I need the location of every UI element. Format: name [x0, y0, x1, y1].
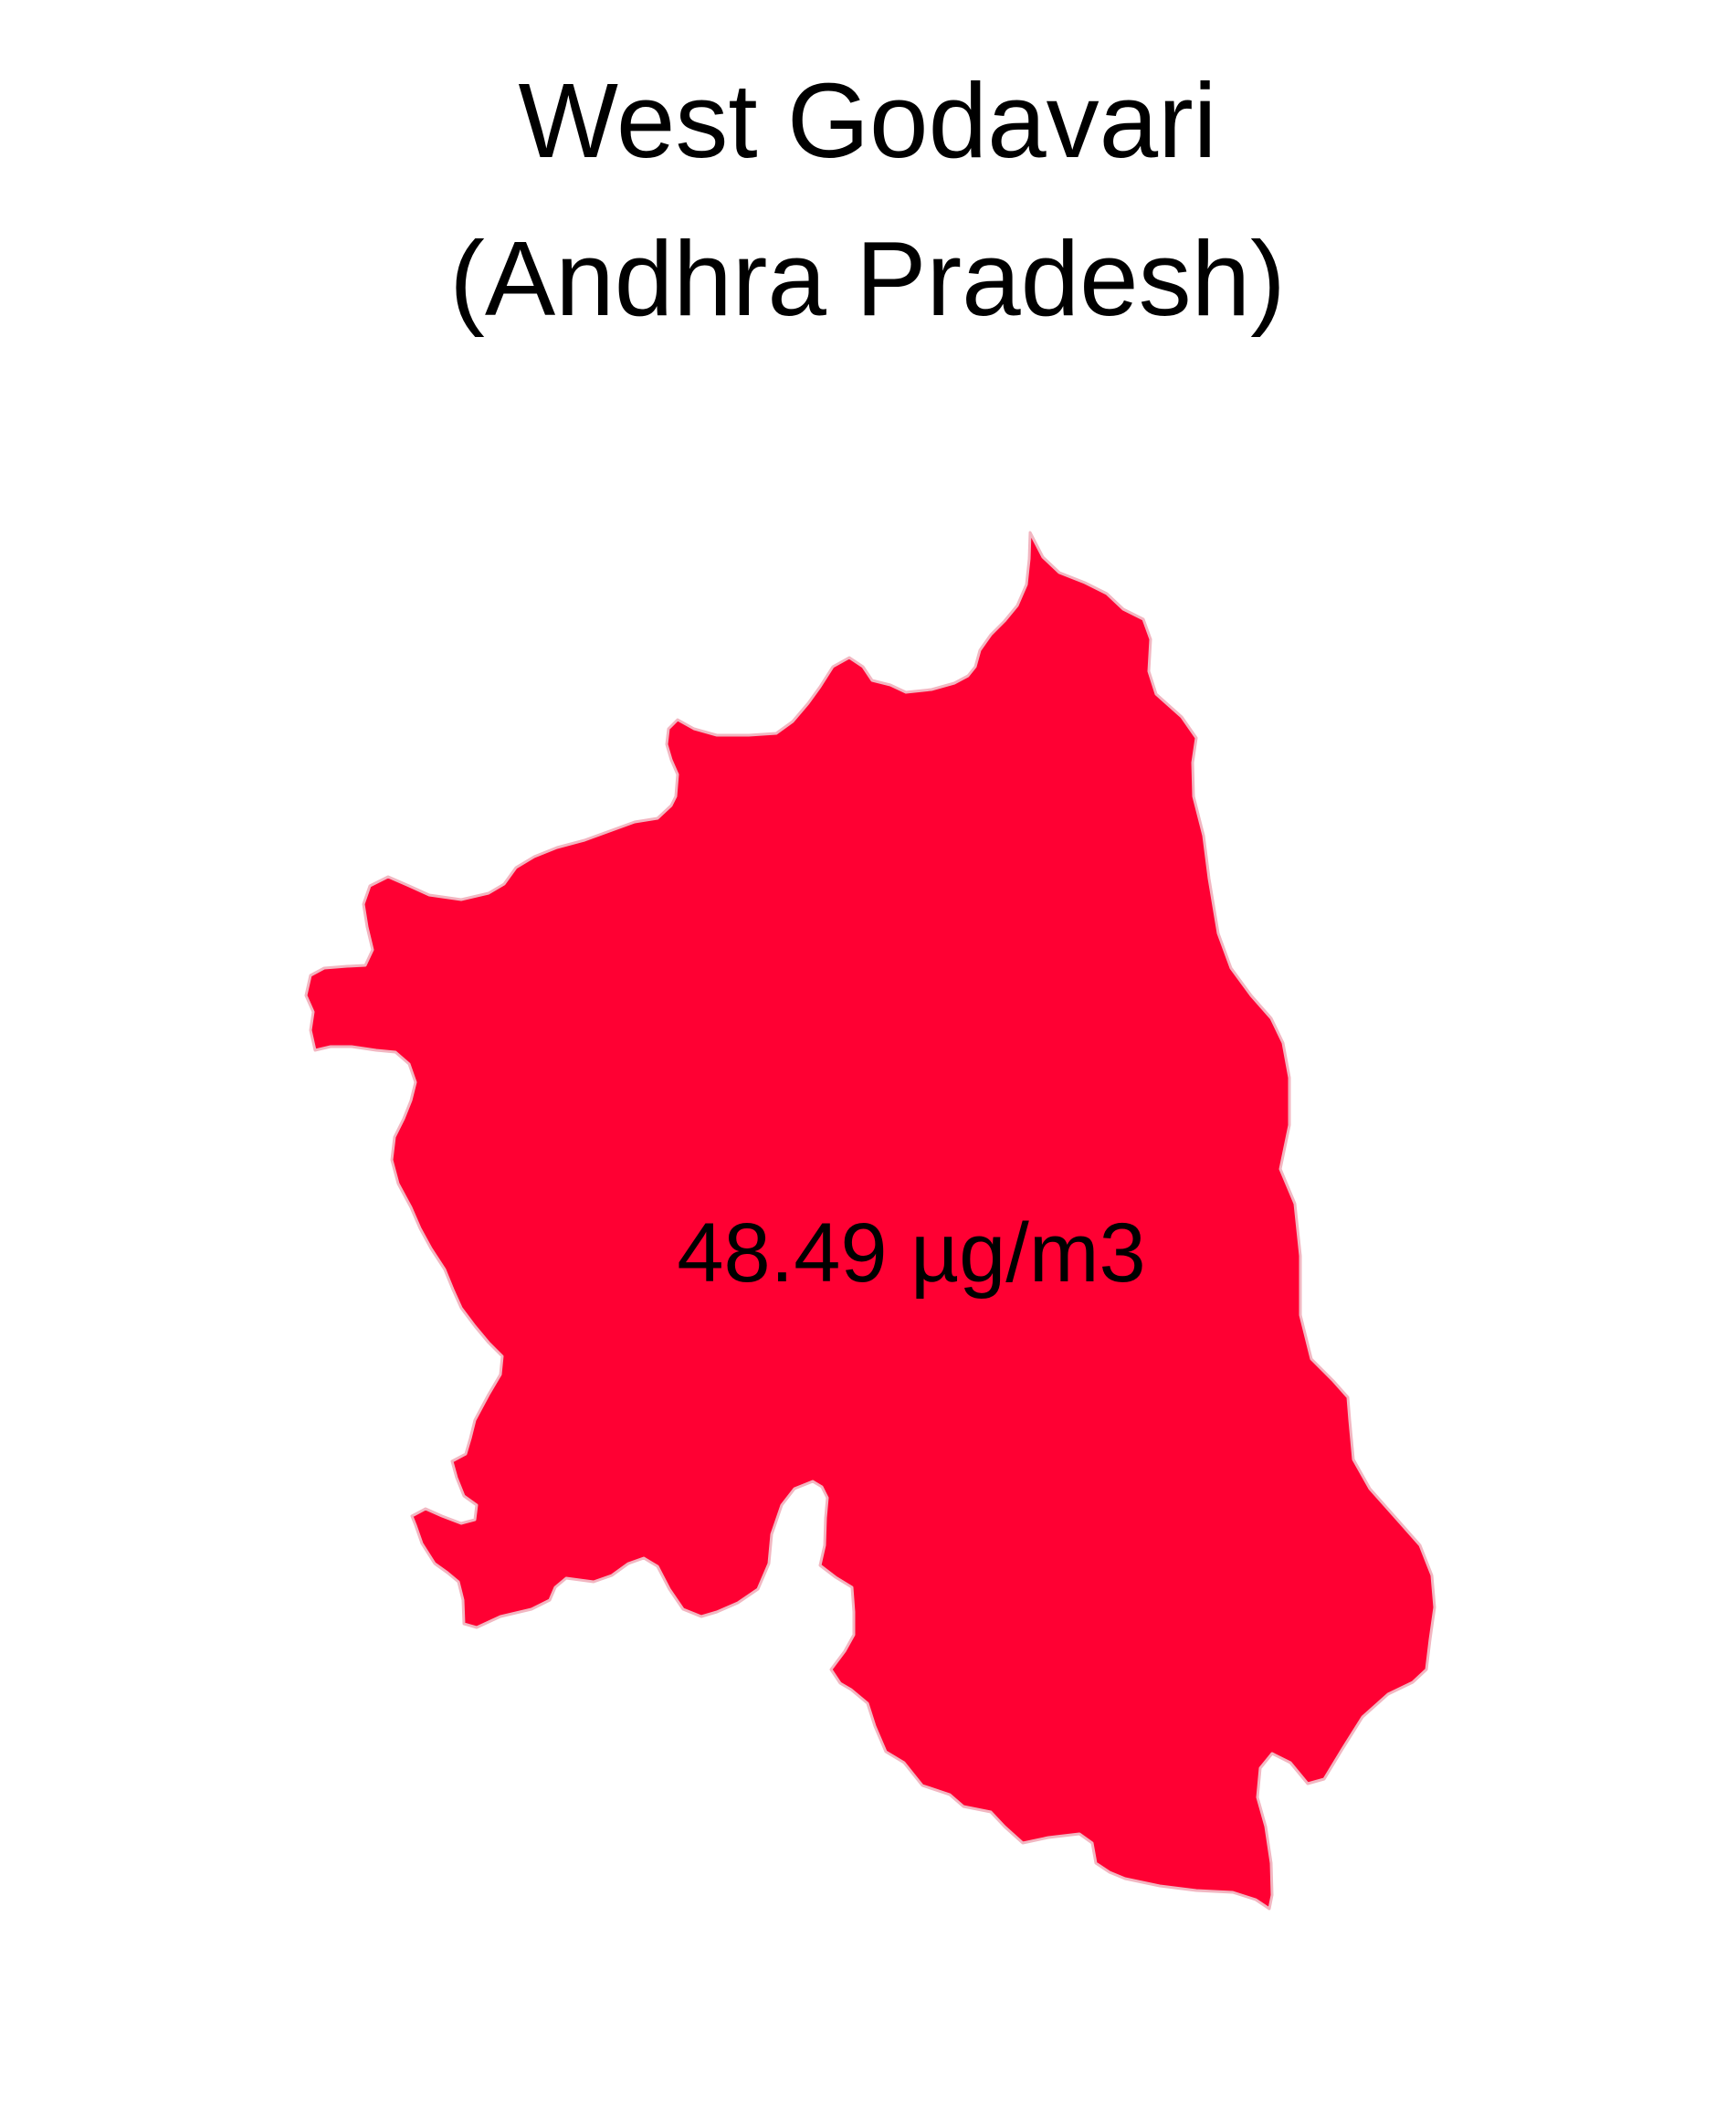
map-title-line-1: West Godavari	[518, 61, 1216, 180]
district-polygon-west-godavari	[304, 531, 1436, 1911]
pm25-value-label: 48.49 µg/m3	[677, 1206, 1145, 1300]
map-title-line-2: (Andhra Pradesh)	[449, 219, 1286, 338]
